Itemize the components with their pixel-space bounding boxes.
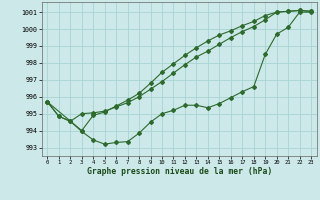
X-axis label: Graphe pression niveau de la mer (hPa): Graphe pression niveau de la mer (hPa): [87, 167, 272, 176]
